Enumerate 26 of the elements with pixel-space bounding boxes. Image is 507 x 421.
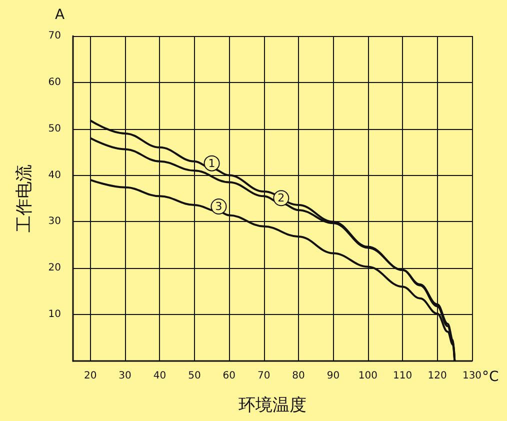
text: °C	[482, 369, 499, 385]
series-label: 1	[208, 156, 216, 170]
x-tick-label: 110	[393, 370, 412, 382]
y-tick-label: 10	[48, 309, 61, 320]
y-tick-label: 50	[48, 123, 61, 134]
y-tick-label: 30	[48, 216, 61, 228]
x-tick-label: 120	[428, 370, 447, 382]
x-tick-label: 100	[358, 370, 378, 382]
x-tick-label: 90	[326, 370, 340, 382]
x-tick-label: 40	[153, 370, 166, 382]
x-axis-title: 环境温度	[238, 396, 306, 416]
x-tick-label: 60	[222, 370, 236, 382]
y-tick-label: 70	[48, 30, 61, 42]
x-tick-label: 20	[84, 370, 97, 382]
series-label: 3	[215, 200, 222, 213]
y-tick-label: 40	[48, 170, 61, 181]
x-tick-label: 30	[118, 370, 132, 382]
y-tick-label: 60	[48, 76, 61, 88]
x-tick-label: 130	[462, 370, 482, 382]
y-axis-title: 工作电流	[14, 164, 34, 232]
x-tick-label: 80	[292, 370, 305, 382]
y-tick-label: 20	[48, 262, 61, 274]
series-label: 2	[278, 192, 285, 205]
x-tick-label: 50	[188, 370, 201, 382]
text: A	[55, 7, 65, 23]
x-tick-label: 70	[257, 370, 270, 382]
